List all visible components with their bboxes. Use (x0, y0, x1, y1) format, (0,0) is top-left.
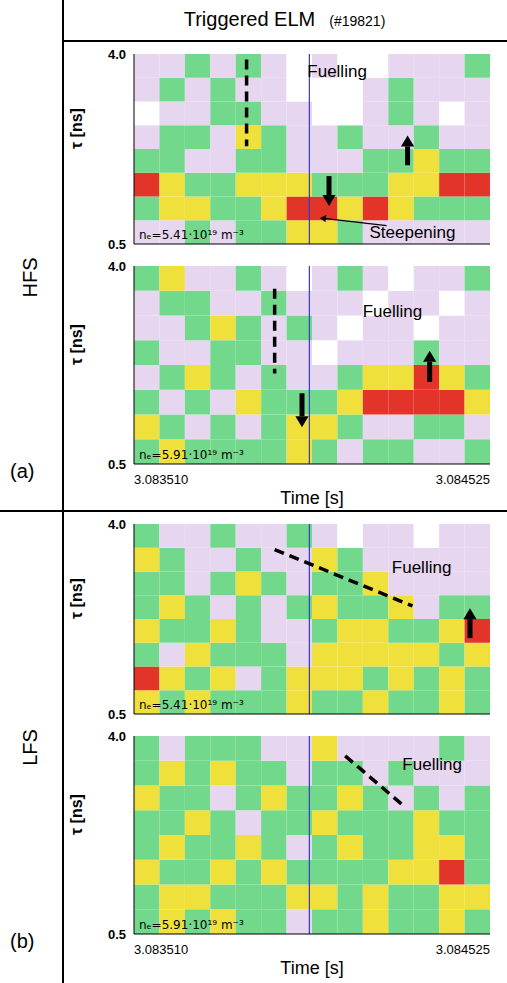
svg-text:4.0: 4.0 (108, 47, 126, 62)
svg-text:τ [ns]: τ [ns] (68, 108, 85, 149)
svg-text:0.5: 0.5 (108, 927, 126, 942)
svg-text:Steepening: Steepening (369, 223, 455, 242)
svg-text:Fuelling: Fuelling (363, 302, 423, 321)
svg-text:nₑ=5.91·10¹⁹ m⁻³: nₑ=5.91·10¹⁹ m⁻³ (139, 918, 244, 932)
svg-text:3.083510: 3.083510 (134, 472, 188, 487)
svg-text:0.5: 0.5 (108, 457, 126, 472)
svg-text:τ [ns]: τ [ns] (68, 324, 85, 365)
svg-text:Time [s]: Time [s] (280, 488, 343, 508)
svg-text:3.084525: 3.084525 (436, 472, 490, 487)
svg-text:Fuelling: Fuelling (392, 558, 452, 577)
html-text:LFS: LFS (18, 728, 41, 766)
svg-text:3.084525: 3.084525 (436, 942, 490, 957)
html-text:HFS: HFS (18, 257, 41, 297)
svg-text:Fuelling: Fuelling (402, 755, 462, 774)
svg-text:τ [ns]: τ [ns] (68, 794, 85, 835)
svg-text:3.083510: 3.083510 (134, 942, 188, 957)
html-text:(b): (b) (10, 930, 35, 952)
svg-text:0.5: 0.5 (108, 707, 126, 722)
svg-text:Fuelling: Fuelling (307, 62, 367, 81)
svg-text:4.0: 4.0 (108, 517, 126, 532)
svg-text:τ [ns]: τ [ns] (68, 578, 85, 619)
html-text:Triggered ELM: Triggered ELM (183, 8, 316, 30)
svg-text:0.5: 0.5 (108, 237, 126, 252)
svg-text:4.0: 4.0 (108, 259, 126, 274)
svg-text:4.0: 4.0 (108, 729, 126, 744)
html-text:(#19821): (#19821) (329, 13, 386, 29)
svg-text:Time [s]: Time [s] (280, 958, 343, 978)
html-text:(a): (a) (10, 460, 35, 482)
svg-text:nₑ=5.41·10¹⁹ m⁻³: nₑ=5.41·10¹⁹ m⁻³ (139, 698, 244, 712)
svg-text:nₑ=5.41·10¹⁹ m⁻³: nₑ=5.41·10¹⁹ m⁻³ (139, 228, 244, 242)
svg-text:nₑ=5.91·10¹⁹ m⁻³: nₑ=5.91·10¹⁹ m⁻³ (139, 448, 244, 462)
